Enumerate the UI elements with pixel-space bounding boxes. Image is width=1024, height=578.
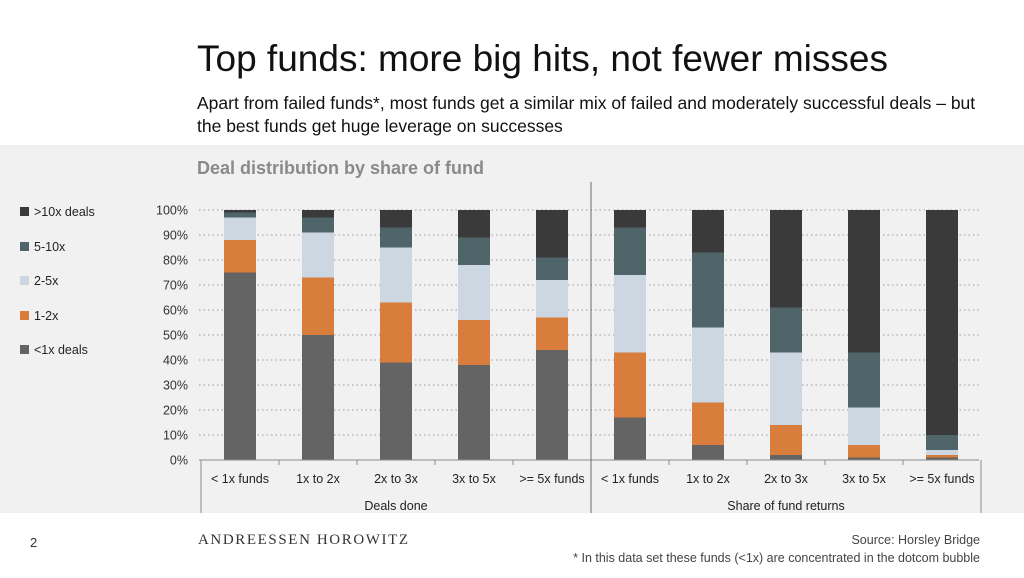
bar-segment: [770, 455, 802, 460]
bar-segment: [692, 327, 724, 403]
legend-label: >10x deals: [34, 205, 95, 219]
y-tick-label: 80%: [163, 254, 188, 268]
bar-segment: [380, 302, 412, 363]
x-category-label: 3x to 5x: [842, 472, 887, 486]
y-tick-label: 40%: [163, 354, 188, 368]
legend-swatch: [20, 241, 29, 251]
bar-segment: [380, 362, 412, 460]
bar-segment: [848, 445, 880, 458]
legend-label: 5-10x: [34, 239, 66, 254]
bar-segment: [302, 210, 334, 218]
bar-segment: [614, 227, 646, 275]
bar-segment: [302, 335, 334, 460]
bar-segment: [770, 352, 802, 425]
x-category-label: 3x to 5x: [452, 472, 497, 486]
bar-segment: [848, 210, 880, 353]
legend-swatch: [20, 310, 29, 320]
y-tick-label: 100%: [156, 204, 188, 218]
x-category-label: 1x to 2x: [296, 472, 341, 486]
y-tick-label: 70%: [163, 279, 188, 293]
bar-segment: [458, 237, 490, 265]
bar-segment: [536, 210, 568, 258]
legend-label: <1x deals: [34, 343, 88, 357]
bar-segment: [926, 450, 958, 455]
bar-segment: [692, 210, 724, 253]
bar-segment: [458, 210, 490, 238]
slide-subtitle: Apart from failed funds*, most funds get…: [197, 93, 976, 136]
bar-segment: [536, 350, 568, 460]
x-category-label: >= 5x funds: [909, 472, 974, 486]
bar-segment: [770, 307, 802, 353]
chart-title: Deal distribution by share of fund: [197, 158, 485, 178]
y-tick-label: 20%: [163, 404, 188, 418]
bar-segment: [380, 227, 412, 248]
legend-item: >10x deals: [20, 205, 95, 219]
y-tick-label: 10%: [163, 429, 188, 443]
y-tick-label: 60%: [163, 304, 188, 318]
y-tick-label: 50%: [163, 329, 188, 343]
legend-label: 1-2x: [34, 308, 59, 323]
bar-segment: [614, 352, 646, 418]
y-tick-label: 30%: [163, 379, 188, 393]
legend-label: 2-5x: [34, 274, 59, 288]
bar-segment: [536, 257, 568, 280]
y-tick-label: 0%: [170, 454, 188, 468]
y-tick-label: 90%: [163, 229, 188, 243]
bar-segment: [692, 402, 724, 445]
bar-segment: [302, 277, 334, 335]
x-category-label: < 1x funds: [601, 472, 659, 486]
bar-segment: [692, 445, 724, 460]
legend-item: 1-2x: [20, 309, 58, 323]
bar-segment: [224, 272, 256, 460]
bar-segment: [224, 240, 256, 273]
bar-segment: [536, 280, 568, 318]
bar-segment: [224, 210, 256, 213]
bar-segment: [614, 210, 646, 228]
page-number: 2: [30, 535, 38, 550]
legend-swatch: [20, 207, 29, 217]
x-category-label: 2x to 3x: [374, 472, 419, 486]
bar-segment: [302, 217, 334, 233]
x-category-label: 1x to 2x: [686, 472, 731, 486]
footnote: * In this data set these funds (<1x) are…: [573, 551, 980, 565]
bar-segment: [926, 435, 958, 450]
bar-segment: [458, 265, 490, 320]
bar-segment: [458, 365, 490, 460]
bar-segment: [302, 232, 334, 278]
legend-item: 2-5x: [20, 274, 58, 288]
legend-item: 5-10x: [20, 240, 65, 254]
x-category-label: < 1x funds: [211, 472, 269, 486]
bar-segment: [770, 210, 802, 308]
x-category-label: 2x to 3x: [764, 472, 809, 486]
legend-item: <1x deals: [20, 343, 88, 357]
bar-segment: [224, 212, 256, 218]
bar-segment: [224, 217, 256, 240]
bar-segment: [614, 275, 646, 353]
bar-segment: [458, 320, 490, 365]
x-category-label: >= 5x funds: [519, 472, 584, 486]
bar-segment: [380, 210, 412, 228]
bar-segment: [926, 210, 958, 435]
bar-segment: [926, 455, 958, 458]
bar-segment: [848, 407, 880, 445]
slide-header: Top funds: more big hits, not fewer miss…: [0, 0, 1024, 145]
source-note: Source: Horsley Bridge: [851, 533, 980, 547]
company-logo: ANDREESSEN HOROWITZ: [198, 532, 410, 548]
x-group-label: Deals done: [364, 499, 427, 513]
legend-swatch: [20, 276, 29, 286]
x-group-label: Share of fund returns: [727, 499, 844, 513]
slide-title: Top funds: more big hits, not fewer miss…: [197, 38, 888, 79]
bar-segment: [614, 417, 646, 460]
legend-swatch: [20, 345, 29, 355]
bar-segment: [848, 352, 880, 408]
bar-segment: [380, 247, 412, 303]
bar-segment: [848, 457, 880, 460]
bar-segment: [692, 252, 724, 328]
bar-segment: [926, 457, 958, 460]
slide-footer: [0, 513, 1024, 578]
bar-segment: [536, 317, 568, 350]
bar-segment: [770, 425, 802, 455]
